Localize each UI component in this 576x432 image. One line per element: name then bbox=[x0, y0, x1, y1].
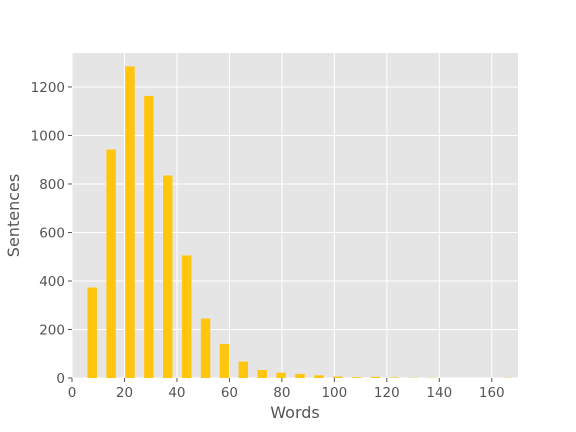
bar bbox=[200, 318, 211, 378]
x-axis-label: Words bbox=[270, 403, 319, 422]
x-tick-label: 20 bbox=[116, 385, 133, 401]
y-tick-label: 600 bbox=[39, 225, 65, 241]
y-axis-ticks: 0 200 400 600 800 1000 1200 bbox=[31, 80, 72, 387]
x-tick-label: 40 bbox=[168, 385, 185, 401]
x-tick-label: 120 bbox=[374, 385, 400, 401]
bar bbox=[276, 372, 286, 378]
y-tick-label: 1000 bbox=[31, 128, 65, 144]
x-tick-label: 80 bbox=[273, 385, 290, 401]
bar bbox=[314, 375, 324, 378]
x-tick-label: 160 bbox=[479, 385, 505, 401]
bar bbox=[370, 376, 381, 378]
bar bbox=[257, 369, 267, 378]
y-tick-label: 0 bbox=[56, 371, 65, 387]
y-axis-label: Sentences bbox=[4, 174, 23, 257]
x-tick-label: 140 bbox=[426, 385, 452, 401]
grid-lines bbox=[71, 53, 518, 379]
bars bbox=[87, 66, 513, 379]
bar bbox=[219, 344, 230, 378]
x-tick-label: 0 bbox=[68, 385, 77, 401]
y-tick-label: 400 bbox=[39, 274, 65, 290]
y-tick-label: 800 bbox=[39, 177, 65, 193]
bar bbox=[163, 175, 173, 378]
y-tick-label: 200 bbox=[39, 322, 65, 338]
bar bbox=[181, 255, 192, 378]
bar bbox=[144, 95, 154, 378]
x-tick-label: 60 bbox=[221, 385, 238, 401]
x-axis-ticks: 0 20 40 60 80 100 120 140 160 bbox=[68, 378, 505, 401]
bar bbox=[87, 287, 97, 378]
bar bbox=[333, 376, 343, 378]
bar bbox=[351, 377, 362, 378]
y-tick-label: 1200 bbox=[31, 80, 65, 96]
bar bbox=[238, 361, 249, 378]
bar bbox=[125, 66, 135, 379]
bar bbox=[295, 373, 305, 378]
x-tick-label: 100 bbox=[321, 385, 347, 401]
bar bbox=[106, 149, 116, 378]
